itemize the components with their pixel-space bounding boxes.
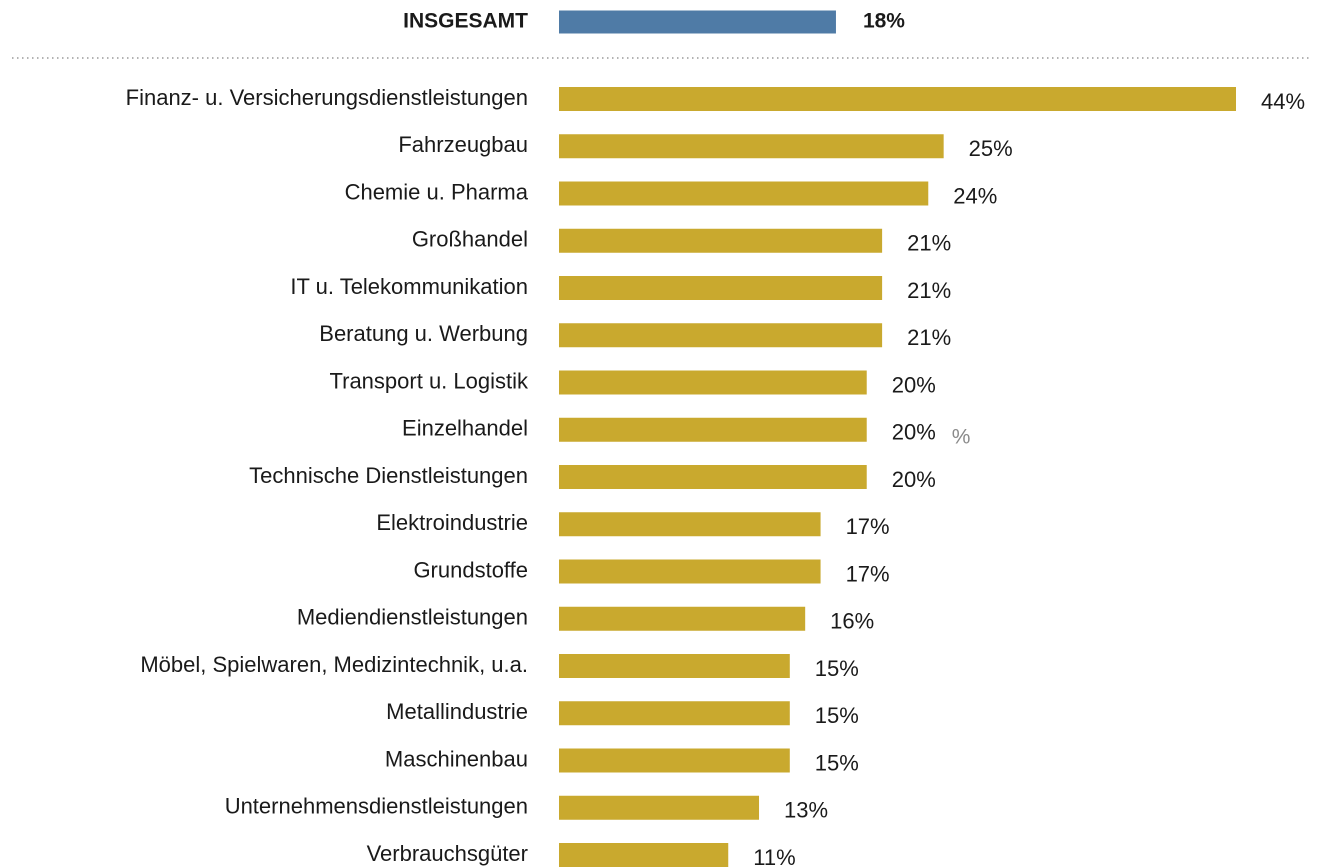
category-label: Grundstoffe: [413, 557, 528, 582]
total-label: INSGESAMT: [403, 10, 528, 33]
value-label: 24%: [953, 183, 997, 208]
value-label: 17%: [846, 514, 890, 539]
value-label: 21%: [907, 325, 951, 350]
bar: [559, 701, 790, 726]
bar: [559, 654, 790, 678]
bar: [559, 134, 944, 159]
value-label: 16%: [830, 609, 874, 634]
bar: [559, 87, 1236, 111]
total-value-label: 18%: [863, 10, 905, 33]
bar: [559, 370, 867, 395]
category-label: Einzelhandel: [402, 416, 528, 441]
value-label: 13%: [784, 798, 828, 823]
bar: [559, 228, 883, 253]
category-label: Fahrzeugbau: [398, 132, 528, 157]
category-label: Technische Dienstleistungen: [249, 463, 528, 488]
value-label: 11%: [753, 845, 795, 867]
value-label: 17%: [846, 561, 890, 586]
category-label: Finanz- u. Versicherungsdienstleistungen: [126, 85, 528, 110]
bar: [559, 606, 806, 631]
category-label: IT u. Telekommunikation: [290, 274, 528, 299]
bar: [559, 417, 867, 442]
category-label: Großhandel: [412, 227, 528, 252]
bar: [559, 181, 929, 206]
bar: [559, 795, 760, 820]
bar: [559, 843, 729, 867]
category-label: Transport u. Logistik: [330, 368, 529, 393]
value-label: 20%: [892, 420, 936, 445]
value-label: 15%: [815, 703, 859, 728]
value-label: 21%: [907, 278, 951, 303]
category-label: Metallindustrie: [386, 699, 528, 724]
category-label: Elektroindustrie: [376, 510, 528, 535]
category-label: Verbrauchsgüter: [367, 841, 528, 866]
value-label: 44%: [1261, 89, 1305, 114]
category-label: Beratung u. Werbung: [319, 321, 528, 346]
category-label: Mediendienstleistungen: [297, 605, 528, 630]
bar: [559, 748, 790, 773]
bar: [559, 465, 867, 489]
category-label: Chemie u. Pharma: [345, 179, 529, 204]
value-label: 15%: [815, 750, 859, 775]
bar: [559, 559, 821, 584]
category-label: Maschinenbau: [385, 746, 528, 771]
bar: [559, 512, 821, 537]
value-label: 20%: [892, 372, 936, 397]
value-label: 15%: [815, 656, 859, 681]
bar: [559, 10, 836, 34]
value-label: 25%: [969, 136, 1013, 161]
value-label: 20%: [892, 467, 936, 492]
bar: [559, 276, 883, 300]
annotation: %: [952, 425, 971, 448]
value-label: 21%: [907, 231, 951, 256]
bar: [559, 323, 883, 348]
category-label: Möbel, Spielwaren, Medizintechnik, u.a.: [140, 652, 528, 677]
category-label: Unternehmensdienstleistungen: [225, 794, 528, 819]
